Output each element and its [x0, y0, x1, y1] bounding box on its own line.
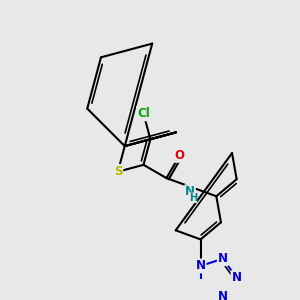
Text: O: O [175, 148, 185, 162]
Text: N: N [196, 260, 206, 272]
Text: S: S [114, 165, 122, 178]
Text: H: H [189, 193, 197, 203]
Text: N: N [218, 290, 228, 300]
Text: N: N [218, 252, 228, 265]
Text: Cl: Cl [137, 107, 150, 120]
Text: N: N [232, 271, 242, 284]
Text: N: N [185, 185, 195, 198]
